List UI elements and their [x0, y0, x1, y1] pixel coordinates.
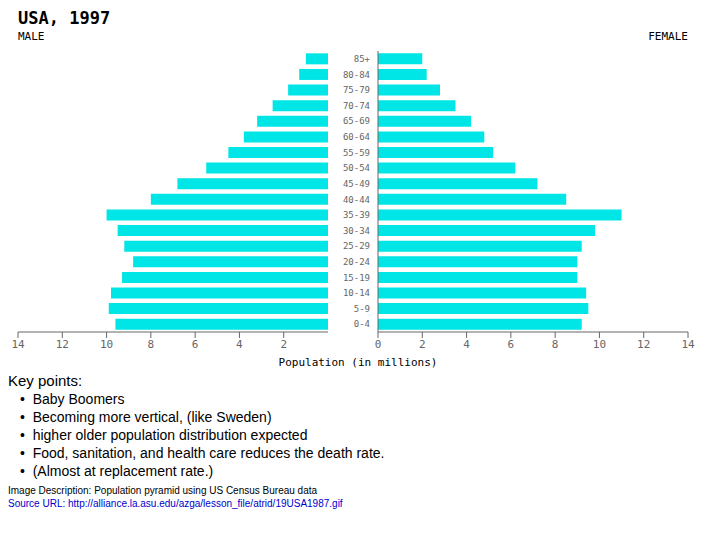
- html-text:Key points:: Key points:: [8, 372, 83, 389]
- svg-text:35-39: 35-39: [343, 210, 370, 220]
- svg-text:55-59: 55-59: [343, 148, 370, 158]
- svg-text:6: 6: [508, 338, 515, 351]
- svg-text:60-64: 60-64: [343, 132, 370, 142]
- svg-text:70-74: 70-74: [343, 101, 370, 111]
- svg-text:8: 8: [552, 338, 559, 351]
- html-text:• higher older population dist: • higher older population distribution e…: [20, 427, 308, 443]
- html-text:Population (in millions): Population (in millions): [278, 356, 438, 369]
- html-text:FEMALE: FEMALE: [648, 30, 688, 43]
- html-text:• Food, sanitation, and health: • Food, sanitation, and health care redu…: [20, 445, 385, 461]
- svg-text:20-24: 20-24: [343, 257, 370, 267]
- svg-text:14: 14: [681, 338, 695, 351]
- html-text:Image Description: Population: Image Description: Population pyramid us…: [8, 485, 318, 496]
- svg-text:14: 14: [11, 338, 25, 351]
- svg-text:2: 2: [280, 338, 287, 351]
- svg-text:10: 10: [593, 338, 606, 351]
- html-text:USA, 1997: USA, 1997: [18, 8, 111, 28]
- svg-text:4: 4: [236, 338, 243, 351]
- svg-text:2: 2: [419, 338, 426, 351]
- svg-text:15-19: 15-19: [343, 273, 370, 283]
- svg-text:40-44: 40-44: [343, 195, 370, 205]
- svg-text:6: 6: [192, 338, 199, 351]
- svg-text:0: 0: [375, 338, 382, 351]
- html-text:• Becoming more vertical, (lik: • Becoming more vertical, (like Sweden): [20, 409, 272, 425]
- svg-text:30-34: 30-34: [343, 226, 370, 236]
- svg-text:75-79: 75-79: [343, 85, 370, 95]
- svg-text:4: 4: [463, 338, 470, 351]
- html-text:Source URL: http://alliance.la: Source URL: http://alliance.la.asu.edu/a…: [8, 498, 343, 509]
- svg-text:50-54: 50-54: [343, 163, 370, 173]
- svg-text:5-9: 5-9: [354, 304, 370, 314]
- svg-text:8: 8: [148, 338, 155, 351]
- svg-text:25-29: 25-29: [343, 241, 370, 251]
- svg-text:45-49: 45-49: [343, 179, 370, 189]
- svg-text:85+: 85+: [354, 54, 371, 64]
- html-text:MALE: MALE: [18, 30, 45, 43]
- html-text:• Baby Boomers: • Baby Boomers: [20, 391, 125, 407]
- svg-text:10-14: 10-14: [343, 288, 370, 298]
- svg-text:12: 12: [56, 338, 69, 351]
- svg-text:80-84: 80-84: [343, 70, 370, 80]
- svg-text:12: 12: [637, 338, 650, 351]
- html-text:• (Almost at replacement rate.: • (Almost at replacement rate.): [20, 463, 214, 479]
- svg-text:10: 10: [100, 338, 113, 351]
- svg-text:0-4: 0-4: [354, 319, 370, 329]
- svg-text:65-69: 65-69: [343, 116, 370, 126]
